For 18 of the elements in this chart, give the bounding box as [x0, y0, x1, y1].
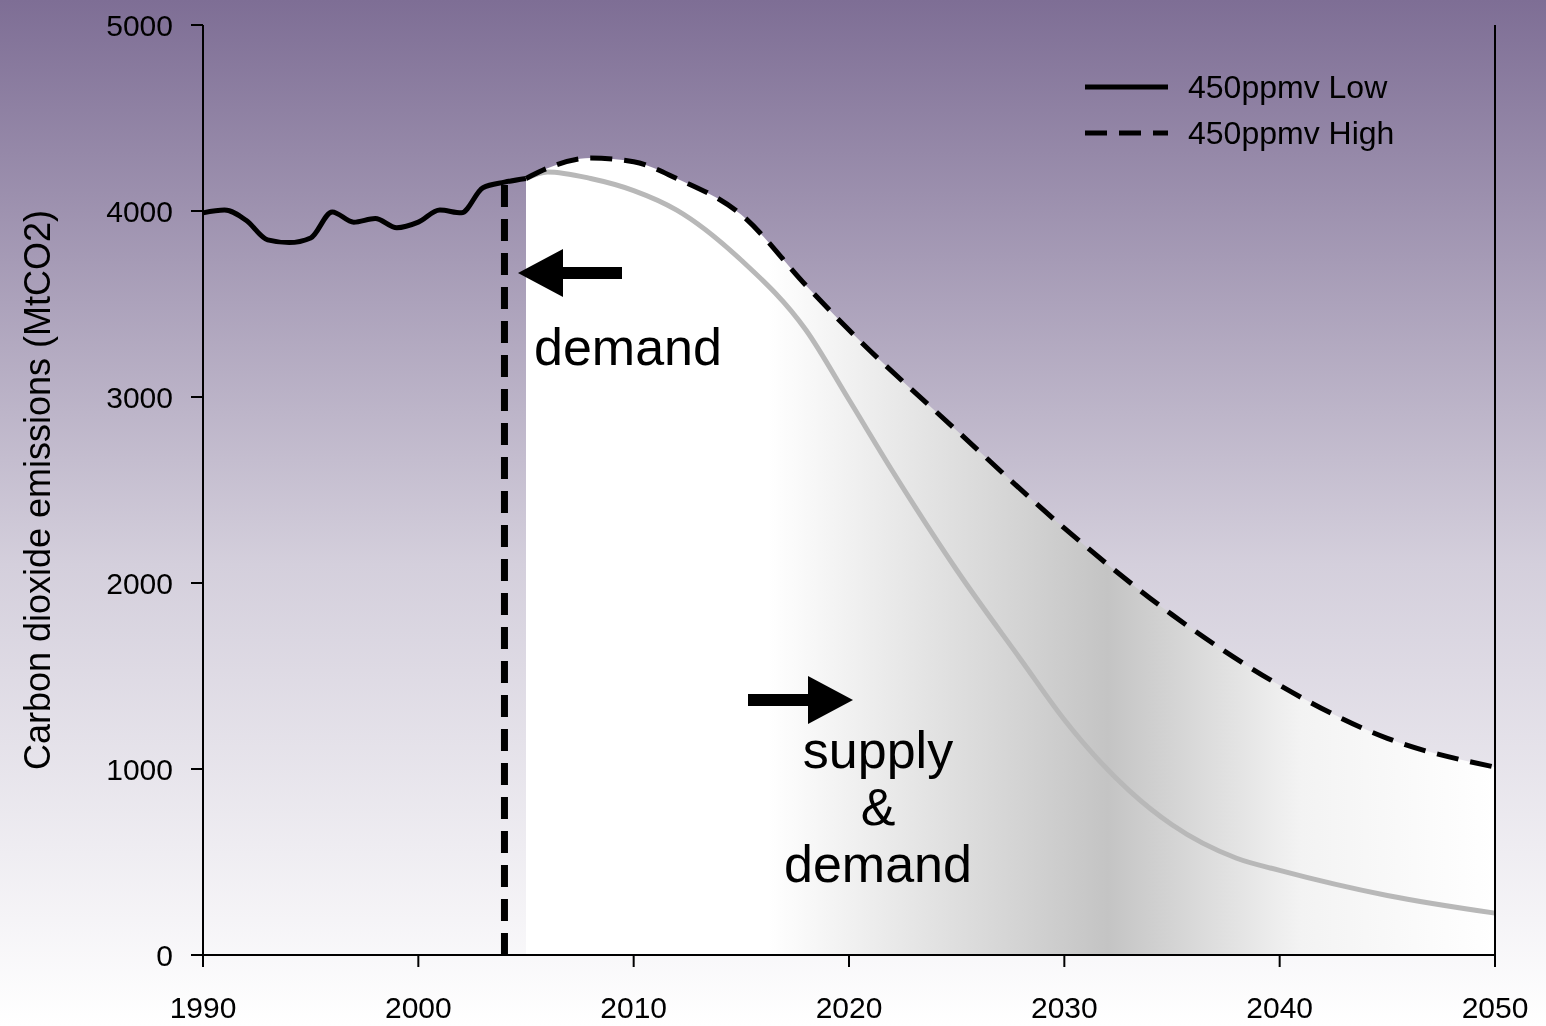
x-tick-label: 2030	[1030, 991, 1098, 1024]
x-tick-label: 1990	[169, 991, 237, 1024]
y-tick-label: 2000	[106, 566, 173, 600]
x-tick-label: 2020	[815, 991, 883, 1024]
y-tick-label: 0	[156, 938, 173, 972]
y-tick-label: 3000	[106, 380, 173, 414]
y-tick-label: 4000	[106, 194, 173, 228]
x-tick-label: 2000	[384, 991, 452, 1024]
x-tick-label: 2040	[1246, 991, 1314, 1024]
y-tick-label: 5000	[106, 8, 173, 42]
legend-label: 450ppmv Low	[1188, 69, 1389, 106]
annotation: supply & demand	[784, 721, 972, 893]
y-axis-title: Carbon dioxide emissions (MtCO2)	[17, 209, 58, 771]
legend-label: 450ppmv High	[1188, 115, 1395, 152]
x-tick-label: 2050	[1461, 991, 1529, 1024]
annotation: demand	[534, 318, 722, 376]
x-tick-label: 2010	[600, 991, 668, 1024]
y-tick-label: 1000	[106, 752, 173, 786]
